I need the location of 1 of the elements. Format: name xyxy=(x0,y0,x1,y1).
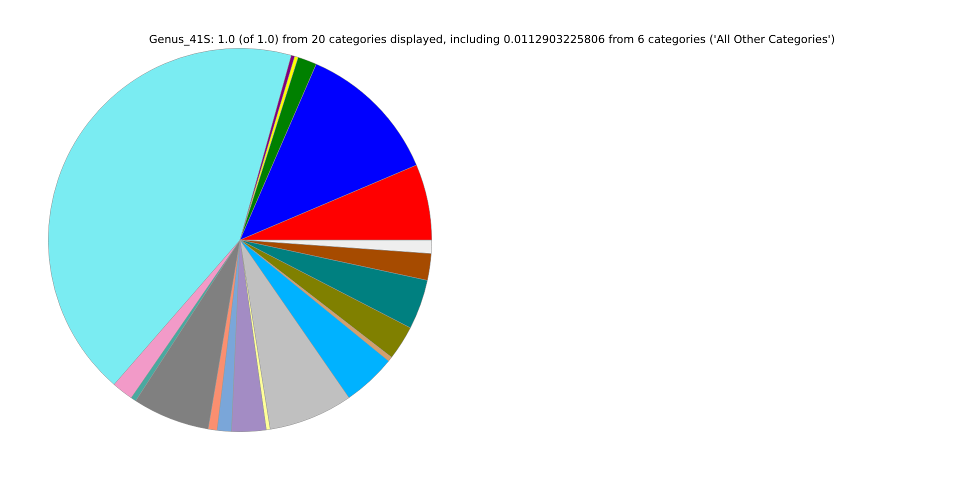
text: Genus_41S: 1.0 (of 1.0) from 20 categories displayed, including 0.0112903225806 from 6 categories ('All Other Categories') xyxy=(149,32,835,46)
